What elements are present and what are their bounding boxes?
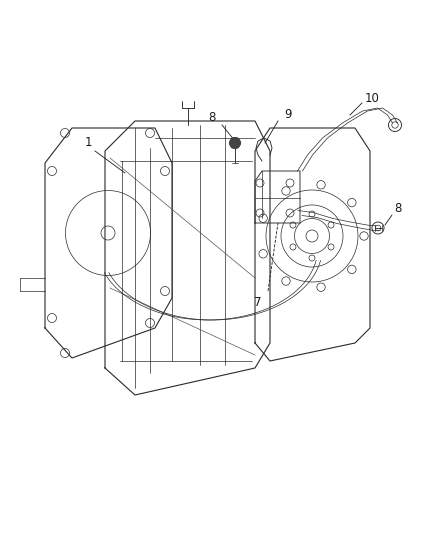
Text: 1: 1 <box>84 136 92 149</box>
Polygon shape <box>230 138 240 148</box>
Text: 7: 7 <box>254 296 262 310</box>
Text: 8: 8 <box>208 111 215 125</box>
Text: 9: 9 <box>284 109 292 122</box>
Text: 10: 10 <box>364 92 379 104</box>
Text: 8: 8 <box>394 201 402 214</box>
